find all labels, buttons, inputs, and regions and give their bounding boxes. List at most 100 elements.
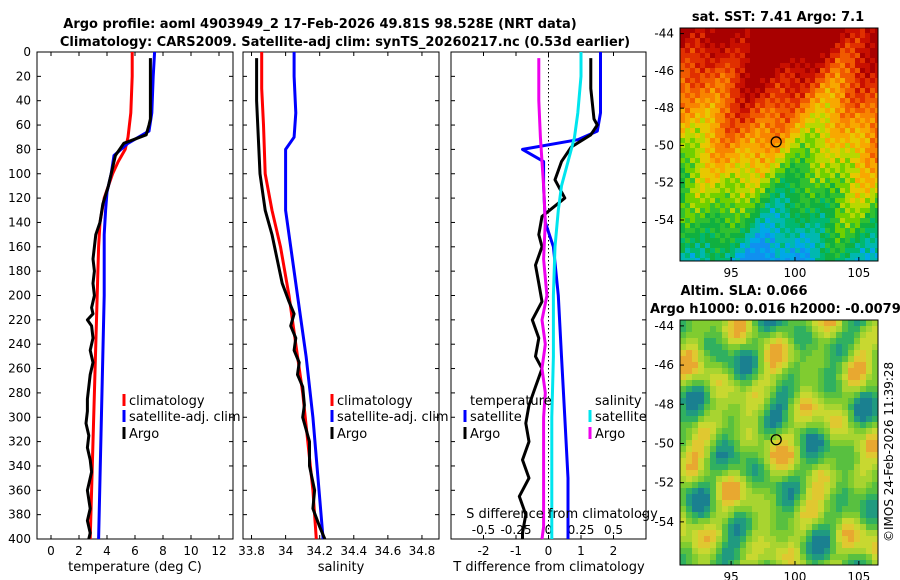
sst-cell: [705, 168, 710, 173]
sst-cell: [755, 88, 760, 93]
sst-cell: [875, 83, 878, 88]
sla-cell: [764, 398, 770, 404]
sla-cell: [794, 548, 800, 554]
sst-cell: [870, 83, 875, 88]
sst-cell: [850, 63, 855, 68]
sst-cell: [725, 68, 730, 73]
sst-cell: [680, 148, 685, 153]
sst-cell: [840, 83, 845, 88]
sst-cell: [755, 148, 760, 153]
sla-cell: [782, 560, 788, 565]
sst-cell: [840, 163, 845, 168]
sst-cell: [765, 128, 770, 133]
sla-cell: [692, 512, 698, 518]
sst-cell: [785, 38, 790, 43]
sla-cell: [842, 344, 848, 350]
sst-cell: [720, 218, 725, 223]
sla-cell: [734, 338, 740, 344]
sla-cell: [782, 344, 788, 350]
sst-cell: [695, 228, 700, 233]
sla-cell: [836, 524, 842, 530]
sst-cell: [865, 28, 870, 33]
sst-cell: [780, 178, 785, 183]
sla-cell: [818, 554, 824, 560]
sst-cell: [865, 148, 870, 153]
sla-cell: [866, 452, 872, 458]
sst-cell: [860, 258, 865, 261]
sla-cell: [776, 374, 782, 380]
sst-cell: [690, 173, 695, 178]
sst-cell: [860, 33, 865, 38]
sst-cell: [770, 43, 775, 48]
sla-cell: [692, 326, 698, 332]
sst-cell: [805, 153, 810, 158]
sla-cell: [776, 428, 782, 434]
sla-cell: [836, 392, 842, 398]
sst-cell: [785, 73, 790, 78]
sst-cell: [710, 163, 715, 168]
sla-cell: [698, 326, 704, 332]
sst-cell: [690, 223, 695, 228]
sla-cell: [854, 386, 860, 392]
sla-cell: [818, 494, 824, 500]
sst-cell: [875, 218, 878, 223]
sla-cell: [698, 350, 704, 356]
sst-cell: [690, 48, 695, 53]
sst-cell: [680, 88, 685, 93]
sla-cell: [740, 326, 746, 332]
temperature-lines: [84, 51, 157, 540]
sst-cell: [795, 178, 800, 183]
sla-cell: [794, 392, 800, 398]
sla-cell: [770, 320, 776, 326]
sst-cell: [790, 43, 795, 48]
map-lat-label: -44: [654, 319, 674, 333]
sst-cell: [725, 178, 730, 183]
sla-cell: [722, 500, 728, 506]
sla-cell: [698, 488, 704, 494]
sla-cell: [758, 554, 764, 560]
sla-cell: [740, 368, 746, 374]
sla-cell: [692, 362, 698, 368]
sla-cell: [818, 398, 824, 404]
sla-cell: [854, 470, 860, 476]
sst-cell: [805, 168, 810, 173]
sla-cell: [728, 494, 734, 500]
sst-cell: [800, 128, 805, 133]
sla-cell: [710, 530, 716, 536]
sla-cell: [740, 560, 746, 565]
sst-cell: [845, 38, 850, 43]
sla-cell: [686, 344, 692, 350]
sst-cell: [795, 123, 800, 128]
sst-cell: [855, 93, 860, 98]
sst-cell: [705, 183, 710, 188]
sla-cell: [734, 530, 740, 536]
sla-cell: [716, 446, 722, 452]
sla-cell: [824, 326, 830, 332]
sst-cell: [830, 163, 835, 168]
sst-cell: [710, 188, 715, 193]
sla-cell: [800, 458, 806, 464]
sst-cell: [720, 83, 725, 88]
sla-cell: [836, 386, 842, 392]
sst-cell: [750, 198, 755, 203]
sst-cell: [870, 248, 875, 253]
sla-cell: [830, 362, 836, 368]
sla-cell: [770, 428, 776, 434]
sst-cell: [725, 233, 730, 238]
sla-cell: [698, 458, 704, 464]
sst-cell: [780, 253, 785, 258]
sst-cell: [815, 148, 820, 153]
sst-cell: [805, 118, 810, 123]
sla-cell: [806, 344, 812, 350]
sst-cell: [690, 233, 695, 238]
sla-cell: [716, 488, 722, 494]
sst-cell: [685, 213, 690, 218]
sst-cell: [875, 208, 878, 213]
sla-cell: [752, 506, 758, 512]
sst-cell: [820, 38, 825, 43]
x-tick-label: 0: [545, 544, 553, 558]
sst-cell: [765, 248, 770, 253]
sla-cell: [704, 380, 710, 386]
sst-cell: [795, 63, 800, 68]
sla-cell: [818, 500, 824, 506]
